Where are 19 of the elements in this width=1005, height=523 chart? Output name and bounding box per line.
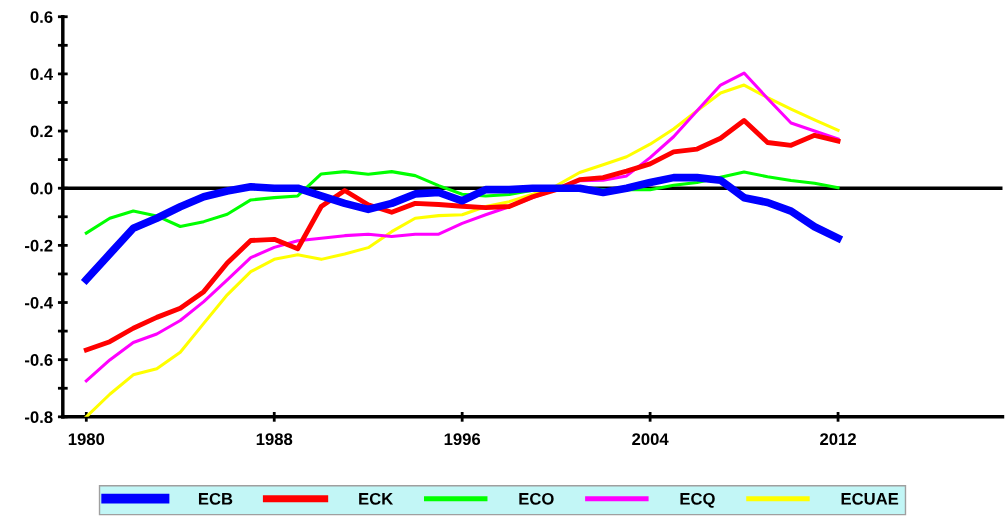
y-tick-label: -0.2	[25, 239, 53, 252]
y-tick-label: 0.4	[30, 68, 53, 81]
y-tick-label: 0.6	[30, 11, 53, 23]
x-tick-label: 1980	[68, 433, 105, 446]
y-tick-label: -0.6	[25, 354, 53, 366]
y-tick-label: -0.4	[25, 296, 53, 309]
line-series	[83, 118, 841, 353]
x-tick-label: 1996	[444, 433, 481, 446]
y-tick-label: 0.0	[30, 182, 53, 195]
y-tick-label: 0.2	[30, 125, 53, 138]
legend-label: ECQ	[680, 492, 715, 508]
x-tick-label: 2012	[820, 433, 856, 446]
legend-label: ECK	[359, 492, 394, 505]
legend-label: ECO	[519, 492, 554, 505]
legend-label: ECUAE	[841, 492, 899, 505]
legend-label: ECB	[198, 492, 233, 505]
x-tick-label: 1988	[256, 433, 293, 446]
x-tick-label: 2004	[632, 433, 669, 446]
y-tick-label: -0.8	[25, 411, 53, 424]
